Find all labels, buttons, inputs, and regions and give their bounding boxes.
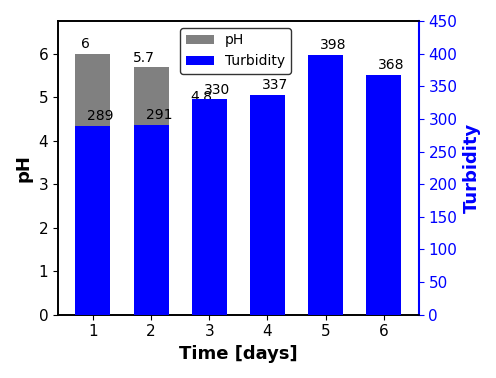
Text: 368: 368	[378, 58, 405, 72]
Text: 289: 289	[87, 110, 114, 124]
Y-axis label: Turbidity: Turbidity	[463, 123, 481, 213]
Bar	[250, 95, 285, 315]
Text: 5.7: 5.7	[132, 51, 154, 65]
Text: 4.3: 4.3	[307, 112, 329, 125]
Bar	[133, 67, 169, 315]
Bar	[192, 99, 227, 315]
Text: 4.7: 4.7	[249, 94, 271, 108]
Bar	[308, 128, 343, 315]
Y-axis label: pH: pH	[15, 154, 33, 182]
Bar	[75, 54, 111, 315]
X-axis label: Time [days]: Time [days]	[179, 345, 298, 363]
Bar	[192, 106, 227, 315]
Bar	[308, 55, 343, 315]
Bar	[367, 74, 401, 315]
Legend: pH, Turbidity: pH, Turbidity	[181, 28, 291, 74]
Text: 398: 398	[320, 38, 347, 52]
Bar	[367, 106, 401, 315]
Text: 330: 330	[204, 83, 230, 97]
Bar	[75, 126, 111, 315]
Text: 4.8: 4.8	[365, 90, 387, 104]
Text: 291: 291	[145, 108, 172, 122]
Bar	[250, 110, 285, 315]
Text: 337: 337	[262, 78, 288, 92]
Bar	[133, 125, 169, 315]
Text: 4.8: 4.8	[190, 90, 213, 104]
Text: 6: 6	[81, 37, 90, 51]
